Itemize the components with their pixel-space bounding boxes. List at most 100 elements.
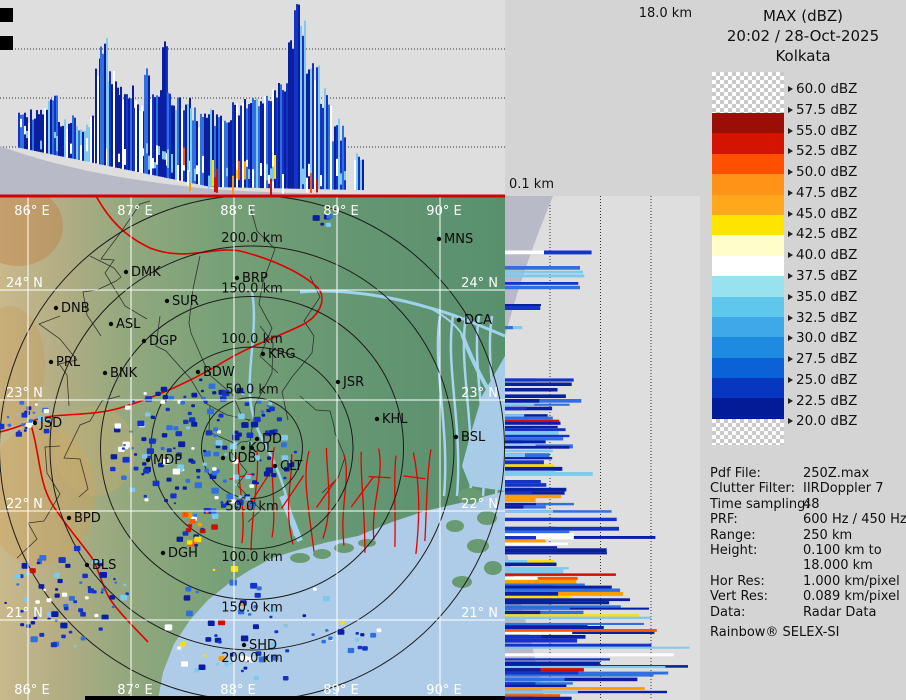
- city-dot: [195, 369, 201, 375]
- city-dot: [453, 434, 459, 440]
- scale-label: 42.5 dBZ: [796, 226, 858, 243]
- svg-text:50.0 km: 50.0 km: [225, 500, 278, 515]
- metadata-block: Pdf File: 250Z.max Clutter Filter: IIRDoppl…: [710, 466, 906, 641]
- city-KHL: KHL: [374, 412, 408, 427]
- scale-label: 22.5 dBZ: [796, 392, 858, 409]
- colorbar-cell: [712, 153, 784, 175]
- scale-row: 60.0 dBZ: [788, 81, 857, 97]
- colorbar-underflow-cell: [712, 418, 784, 445]
- city-code: BSL: [461, 430, 486, 445]
- scale-label: 37.5 dBZ: [796, 268, 858, 285]
- metadata-value: Radar Data: [803, 604, 877, 620]
- metadata-row: Range: 250 km: [710, 528, 904, 543]
- scale-label: 45.0 dBZ: [796, 205, 858, 222]
- scale-label: 47.5 dBZ: [796, 184, 858, 201]
- lon-label-top: 86° E: [14, 204, 49, 219]
- city-DCA: DCA: [456, 313, 492, 328]
- svg-text:200.0 km: 200.0 km: [221, 231, 283, 246]
- metadata-label: Hor Res:: [710, 573, 765, 589]
- city-code: BPD: [74, 511, 101, 526]
- metadata-row: Data: Radar Data: [710, 605, 904, 620]
- city-KOL: KOL: [240, 441, 274, 456]
- city-dot: [335, 379, 341, 385]
- xz-projection-chart: [0, 4, 505, 196]
- scale-arrow-icon: [788, 169, 793, 176]
- metadata-value: 0.100 km to: [803, 543, 882, 559]
- map-top-border: [0, 196, 505, 198]
- scale-arrow-icon: [788, 335, 793, 342]
- product-datetime: 20:02 / 28-Oct-2025: [726, 27, 880, 45]
- scale-arrow-icon: [788, 376, 793, 383]
- dbz-colorbar: [712, 72, 784, 445]
- graticule-labels: 86° E 86° E 87° E 87° E 88° E 88° E 89° E 89° E…: [6, 204, 498, 698]
- scale-row: 50.0 dBZ: [788, 164, 857, 180]
- scale-arrow-icon: [788, 231, 793, 238]
- lon-label-bottom: 86° E: [14, 683, 49, 698]
- radar-map: 50.0 km 50.0 km 100.0 km 100.0 km 150.0 km 15…: [0, 196, 505, 700]
- lat-label-right: 22° N: [461, 497, 498, 512]
- scale-label: 57.5 dBZ: [796, 101, 858, 118]
- state-boundary: [0, 196, 323, 643]
- colorbar-cell: [712, 378, 784, 399]
- lat-label-left: 23° N: [6, 386, 43, 401]
- lat-label-left: 21° N: [6, 606, 43, 621]
- city-dot: [272, 463, 278, 469]
- scale-label: 35.0 dBZ: [796, 288, 858, 305]
- lon-label-bottom: 90° E: [426, 683, 461, 698]
- colorbar-cell: [712, 255, 784, 277]
- legend-header: MAX (dBZ) 20:02 / 28-Oct-2025 Kolkata: [700, 6, 906, 66]
- city-dot: [123, 269, 129, 275]
- scale-arrow-icon: [788, 418, 793, 425]
- city-SHD: SHD: [241, 638, 277, 653]
- lat-label-right: 21° N: [461, 606, 498, 621]
- city-code: MNS: [444, 232, 473, 247]
- city-code: KRG: [268, 347, 296, 362]
- scale-arrow-icon: [788, 189, 793, 196]
- city-code: BRP: [242, 271, 268, 286]
- metadata-label: Vert Res:: [710, 589, 769, 605]
- metadata-label: Clutter Filter:: [710, 481, 795, 497]
- lon-label-bottom: 87° E: [117, 683, 152, 698]
- city-dot: [456, 317, 462, 323]
- scale-arrow-icon: [788, 252, 793, 259]
- scale-label: 52.5 dBZ: [796, 143, 858, 160]
- city-KRG: KRG: [260, 347, 296, 362]
- city-code: JSR: [342, 375, 364, 390]
- metadata-label: Time sampling:: [710, 496, 810, 512]
- city-dot: [260, 351, 266, 357]
- city-BDW: BDW: [195, 365, 235, 380]
- city-BLS: BLS: [84, 558, 116, 573]
- city-CLT: CLT: [272, 459, 303, 474]
- city-code: DD: [262, 432, 282, 447]
- height-axis-min-label: 0.1 km: [509, 177, 554, 192]
- metadata-value: 1.000 km/pixel: [803, 573, 900, 589]
- scale-label: 27.5 dBZ: [796, 351, 858, 368]
- scale-label: 25.0 dBZ: [796, 371, 858, 388]
- lat-label-left: 24° N: [6, 276, 43, 291]
- scale-row: 37.5 dBZ: [788, 268, 857, 284]
- colorbar-cell: [712, 357, 784, 379]
- scale-label: 20.0 dBZ: [796, 413, 858, 430]
- metadata-label: Height:: [710, 543, 758, 559]
- city-BNK: BNK: [102, 366, 138, 381]
- bottom-bar: [85, 696, 505, 700]
- scale-row: 45.0 dBZ: [788, 206, 857, 222]
- radar-site-marker: [250, 446, 254, 450]
- software-brand: Rainbow® SELEX-SI: [710, 625, 840, 641]
- scale-row: 47.5 dBZ: [788, 185, 857, 201]
- svg-text:100.0 km: 100.0 km: [221, 332, 283, 347]
- range-rings: [0, 196, 505, 700]
- metadata-row: Height: 0.100 km to: [710, 543, 904, 558]
- city-code: DGH: [168, 546, 198, 561]
- city-DMK: DMK: [123, 265, 161, 280]
- svg-text:100.0 km: 100.0 km: [221, 550, 283, 565]
- city-SUR: SUR: [164, 294, 199, 309]
- metadata-label: Data:: [710, 604, 746, 620]
- city-dot: [234, 275, 240, 281]
- city-dot: [53, 305, 59, 311]
- metadata-row: PRF: 600 Hz / 450 Hz: [710, 512, 906, 527]
- city-code: ASL: [116, 317, 141, 332]
- yz-echo-bars: [505, 250, 690, 700]
- city-dot: [164, 298, 170, 304]
- city-code: SUR: [172, 294, 199, 309]
